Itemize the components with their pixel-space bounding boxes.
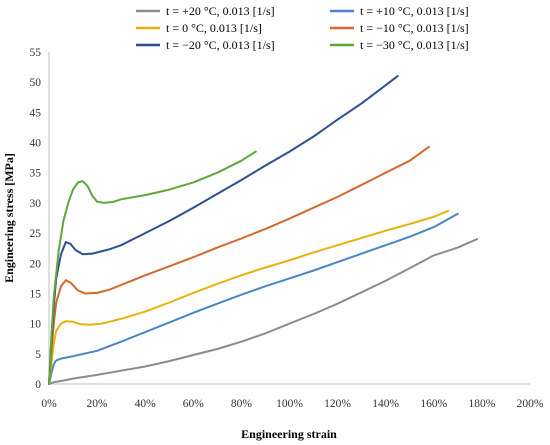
legend-label: t = −20 °C, 0.013 [1/s]: [166, 38, 275, 52]
series-line-1: [48, 238, 479, 385]
x-tick-label: 140%: [372, 398, 399, 410]
y-tick-label: 45: [30, 107, 42, 119]
x-tick-label: 40%: [135, 398, 157, 410]
x-tick-label: 100%: [276, 398, 303, 410]
legend-label: t = −30 °C, 0.013 [1/s]: [360, 38, 469, 52]
legend-label: t = +20 °C, 0.013 [1/s]: [166, 4, 275, 18]
x-tick-labels: 0% 20% 40% 60% 80% 100% 120% 140% 160% 180% 200%: [41, 398, 544, 410]
series-line-4: [48, 145, 430, 385]
legend: t = +20 °C, 0.013 [1/s] t = +10 °C, 0.013…: [136, 4, 469, 52]
plot-area: 0% 20% 40% 60% 80% 100% 120% 140% 160% 180% 200% 0…: [30, 47, 544, 410]
y-tick-label: 0: [35, 379, 41, 391]
x-tick-label: 80%: [231, 398, 253, 410]
x-tick-label: 200%: [517, 398, 544, 410]
y-tick-label: 55: [30, 47, 42, 59]
series-line-3: [48, 209, 450, 385]
y-tick-label: 50: [30, 77, 42, 89]
y-tick-label: 10: [30, 319, 42, 331]
legend-label: t = +10 °C, 0.013 [1/s]: [360, 4, 469, 18]
legend-label: t = −10 °C, 0.013 [1/s]: [360, 21, 469, 35]
series-line-5: [48, 75, 399, 385]
y-tick-label: 25: [30, 228, 42, 240]
y-tick-label: 5: [35, 349, 41, 361]
series-line-2: [48, 212, 459, 385]
x-tick-label: 20%: [87, 398, 109, 410]
y-tick-label: 20: [30, 258, 42, 270]
y-tick-label: 35: [30, 168, 42, 180]
y-tick-labels: 0 5 10 15 20 25 30 35 40 45 50 55: [30, 47, 42, 391]
x-tick-label: 60%: [183, 398, 205, 410]
y-tick-label: 30: [30, 198, 42, 210]
legend-label: t = 0 °C, 0.013 [1/s]: [166, 21, 262, 35]
y-tick-label: 15: [30, 288, 42, 300]
x-tick-label: 160%: [420, 398, 447, 410]
y-axis-title: Engineering stress [MPa]: [2, 153, 16, 283]
y-tick-label: 40: [30, 138, 42, 150]
x-tick-label: 120%: [324, 398, 351, 410]
x-tick-label: 180%: [468, 398, 495, 410]
x-axis-title: Engineering strain: [241, 427, 337, 441]
series-line-6: [48, 150, 257, 385]
x-tick-label: 0%: [41, 398, 57, 410]
series-lines: [48, 75, 479, 385]
